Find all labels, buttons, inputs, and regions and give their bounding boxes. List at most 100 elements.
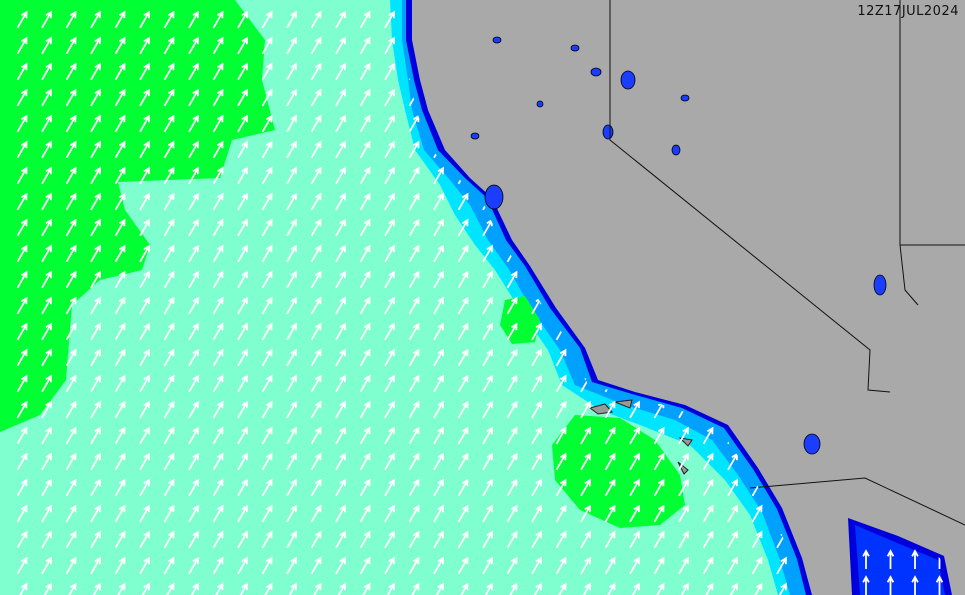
direction-arrow	[41, 296, 52, 315]
direction-arrow	[188, 36, 199, 55]
direction-arrow	[16, 36, 28, 55]
direction-arrow	[727, 582, 738, 595]
direction-arrow	[457, 582, 469, 595]
direction-arrow	[16, 270, 28, 289]
direction-arrow	[408, 166, 420, 185]
direction-arrow	[482, 400, 493, 419]
gulf-direction-arrows	[862, 549, 944, 595]
direction-arrow	[433, 582, 444, 595]
direction-arrow	[384, 556, 395, 575]
direction-arrow	[188, 400, 199, 419]
direction-arrow	[727, 504, 738, 523]
direction-arrow	[359, 62, 371, 81]
direction-arrow	[163, 426, 175, 445]
direction-arrow	[90, 556, 101, 575]
direction-arrow	[16, 478, 28, 497]
direction-arrow	[335, 244, 346, 263]
direction-arrow	[482, 582, 493, 595]
direction-arrow	[359, 348, 371, 367]
direction-arrow	[114, 530, 126, 549]
direction-arrow	[384, 530, 395, 549]
direction-arrow	[384, 478, 395, 497]
direction-arrow	[457, 322, 469, 341]
direction-arrow	[935, 575, 944, 595]
direction-arrow	[506, 504, 518, 523]
direction-arrow	[310, 140, 322, 159]
direction-arrow	[237, 114, 248, 133]
direction-arrow	[702, 478, 714, 497]
direction-arrow	[310, 530, 322, 549]
direction-arrow	[163, 10, 175, 29]
direction-arrow	[702, 426, 714, 445]
direction-arrow	[678, 504, 689, 523]
direction-arrow	[286, 374, 297, 393]
direction-arrow	[114, 166, 126, 185]
direction-arrow	[506, 270, 518, 289]
direction-arrow	[139, 556, 150, 575]
direction-arrow	[457, 400, 469, 419]
direction-arrow	[41, 166, 52, 185]
direction-arrow	[359, 140, 371, 159]
direction-arrow	[114, 10, 126, 29]
direction-arrow	[482, 270, 493, 289]
direction-arrow	[580, 556, 591, 575]
direction-arrow	[862, 575, 870, 595]
direction-arrow	[16, 218, 28, 237]
direction-arrow	[188, 114, 199, 133]
direction-arrow	[408, 556, 420, 575]
direction-arrow	[555, 348, 567, 367]
direction-arrow	[261, 114, 273, 133]
direction-arrow	[139, 88, 150, 107]
direction-arrow	[384, 218, 395, 237]
direction-arrow	[163, 400, 175, 419]
direction-arrow	[16, 400, 28, 419]
direction-arrow	[139, 426, 150, 445]
direction-arrow	[506, 452, 518, 471]
direction-arrow	[139, 140, 150, 159]
direction-arrow	[408, 530, 420, 549]
direction-arrow	[580, 478, 591, 497]
direction-arrow	[41, 322, 52, 341]
direction-arrow	[604, 426, 616, 445]
direction-arrow	[433, 452, 444, 471]
direction-arrow	[482, 478, 493, 497]
direction-arrow	[408, 322, 420, 341]
direction-arrow	[433, 400, 444, 419]
direction-arrow	[384, 322, 395, 341]
direction-arrow	[457, 530, 469, 549]
direction-arrow	[433, 192, 444, 211]
direction-arrow	[433, 556, 444, 575]
direction-arrow	[188, 478, 199, 497]
direction-arrow	[335, 400, 346, 419]
direction-arrow	[212, 582, 224, 595]
direction-arrow	[261, 88, 273, 107]
direction-arrow	[678, 582, 689, 595]
direction-arrow	[65, 426, 77, 445]
direction-arrow	[335, 296, 346, 315]
direction-arrow	[261, 244, 273, 263]
direction-arrow	[237, 374, 248, 393]
direction-arrow	[384, 192, 395, 211]
direction-arrow	[261, 374, 273, 393]
direction-arrow	[41, 400, 52, 419]
direction-arrow	[16, 348, 28, 367]
direction-arrow	[776, 582, 787, 595]
direction-arrow	[629, 452, 640, 471]
direction-arrow	[408, 582, 420, 595]
direction-arrow	[604, 582, 616, 595]
direction-arrow	[408, 426, 420, 445]
direction-arrow	[237, 140, 248, 159]
direction-arrow	[41, 114, 52, 133]
direction-arrow	[286, 426, 297, 445]
direction-arrow	[188, 10, 199, 29]
direction-arrow	[237, 10, 248, 29]
direction-arrow	[188, 504, 199, 523]
direction-arrow	[261, 10, 273, 29]
direction-arrow	[114, 218, 126, 237]
direction-arrow	[16, 504, 28, 523]
direction-arrow	[506, 582, 518, 595]
direction-arrow	[433, 166, 444, 185]
direction-arrow	[555, 582, 567, 595]
direction-arrow	[139, 452, 150, 471]
direction-arrow	[531, 348, 542, 367]
